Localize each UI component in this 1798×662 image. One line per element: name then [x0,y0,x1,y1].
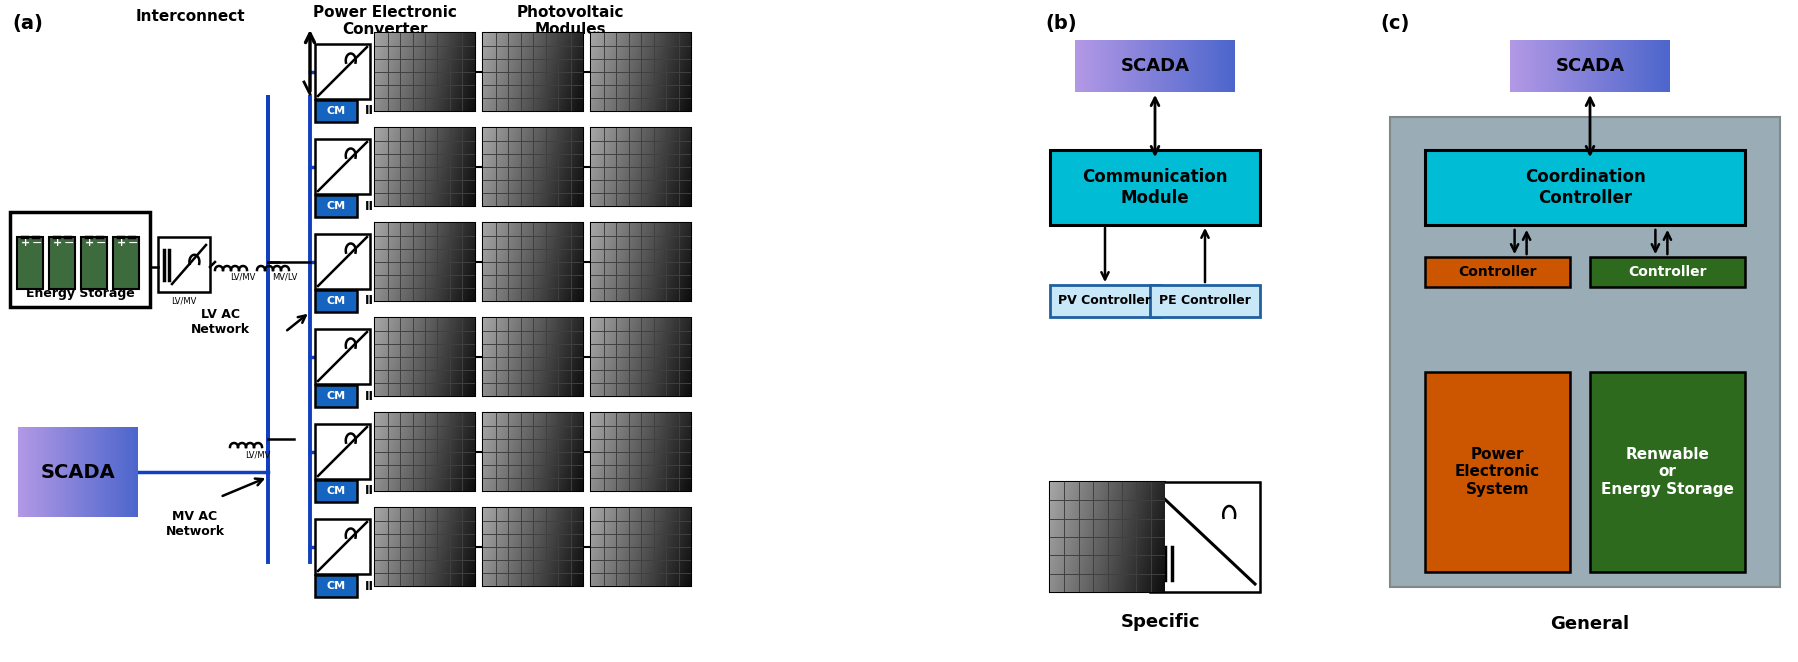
Bar [484,318,583,396]
Text: Power
Electronic
System: Power Electronic System [1455,447,1541,497]
Bar [592,318,690,396]
Text: Coordination
Controller: Coordination Controller [1525,168,1645,207]
Text: +: + [20,238,29,248]
Text: CM: CM [327,201,345,211]
Bar [1151,285,1260,317]
Text: II: II [365,105,374,117]
Text: CM: CM [327,296,345,306]
Bar [592,128,690,206]
Bar [315,44,370,99]
Bar [315,575,358,597]
Bar [1426,257,1570,287]
Text: Specific: Specific [1120,613,1199,631]
Text: II: II [365,295,374,308]
Bar [1151,482,1260,592]
Bar [1390,117,1780,587]
Bar [376,508,475,586]
Text: Controller: Controller [1629,265,1706,279]
Text: Power Electronic
Converter: Power Electronic Converter [313,5,457,37]
Bar [315,234,370,289]
Text: PV Controller: PV Controller [1059,295,1151,308]
Bar [484,223,583,301]
Bar [1426,372,1570,572]
Text: −: − [32,236,41,250]
Text: +: + [52,238,61,248]
Text: CM: CM [327,486,345,496]
Text: −: − [95,236,106,250]
Bar [81,237,108,289]
Text: Photovoltaic
Modules: Photovoltaic Modules [516,5,624,37]
Bar [484,508,583,586]
Text: PE Controller: PE Controller [1160,295,1251,308]
Text: CM: CM [327,581,345,591]
Text: LV/MV: LV/MV [171,296,196,305]
Text: II: II [365,579,374,592]
Bar [484,413,583,491]
Bar [592,508,690,586]
Text: CM: CM [327,106,345,116]
Text: General: General [1550,615,1629,633]
Text: II: II [365,485,374,498]
Bar [376,33,475,111]
Bar [1050,285,1160,317]
Bar [376,413,475,491]
Bar [484,128,583,206]
Bar [376,318,475,396]
Bar [113,237,138,289]
Bar [484,33,583,111]
Bar [315,480,358,502]
Bar [315,329,370,384]
Text: +: + [85,238,93,248]
Text: −: − [128,236,138,250]
Bar [1050,150,1260,225]
Text: II: II [365,389,374,402]
Text: −: − [63,236,74,250]
Text: CM: CM [327,391,345,401]
Bar [315,100,358,122]
Bar [1050,482,1165,592]
Bar [49,237,76,289]
Bar [315,195,358,217]
Bar [592,413,690,491]
Text: (c): (c) [1381,14,1410,33]
Bar [592,223,690,301]
Text: +: + [117,238,126,248]
Bar [315,385,358,407]
Text: LV/MV: LV/MV [245,450,271,459]
Text: Energy Storage: Energy Storage [25,287,135,300]
Text: Controller: Controller [1458,265,1537,279]
Bar [315,424,370,479]
Bar [11,212,149,307]
Text: LV/MV: LV/MV [230,273,255,282]
Bar [315,139,370,194]
Bar [1426,150,1746,225]
Text: Communication
Module: Communication Module [1082,168,1228,207]
Bar [315,290,358,312]
Text: (b): (b) [1045,14,1077,33]
Bar [1589,257,1746,287]
Bar [376,128,475,206]
Text: II: II [365,199,374,213]
Text: LV AC
Network: LV AC Network [191,308,250,336]
Bar [158,237,210,292]
Text: (a): (a) [13,14,43,33]
Bar [315,519,370,574]
Bar [16,237,43,289]
Text: Renwable
or
Energy Storage: Renwable or Energy Storage [1600,447,1733,497]
Text: MV/LV: MV/LV [271,273,298,282]
Bar [592,33,690,111]
Bar [1589,372,1746,572]
Text: Interconnect: Interconnect [135,9,245,24]
Bar [376,223,475,301]
Text: MV AC
Network: MV AC Network [165,510,225,538]
